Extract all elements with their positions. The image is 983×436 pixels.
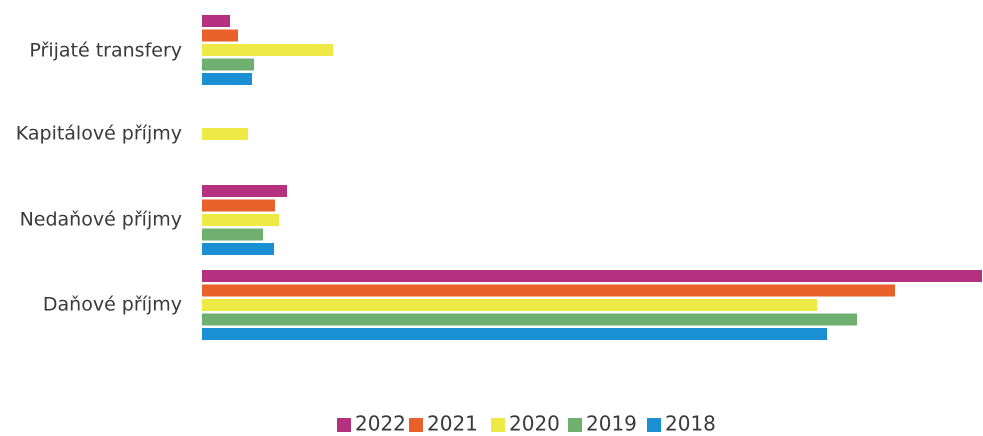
bar-nedanove-prijmy-2020 (202, 214, 279, 226)
bar-danove-prijmy-2021 (202, 284, 895, 297)
bars-group (202, 15, 982, 340)
bar-nedanove-prijmy-2022 (202, 185, 287, 197)
legend-label-2018: 2018 (665, 412, 716, 436)
bar-nedanove-prijmy-2019 (202, 228, 263, 241)
bar-danove-prijmy-2020 (202, 299, 817, 311)
bar-prijate-transfery-2022 (202, 15, 230, 27)
legend-label-2019: 2019 (586, 412, 637, 436)
legend-swatch-2020 (491, 418, 505, 432)
category-label-prijate-transfery: Přijaté transfery (29, 40, 182, 62)
legend-label-2022: 2022 (355, 412, 406, 436)
legend-swatch-2019 (568, 418, 582, 432)
legend-swatch-2022 (337, 418, 351, 432)
legend-swatch-2018 (647, 418, 661, 432)
category-label-danove-prijmy: Daňové příjmy (43, 294, 182, 316)
bar-danove-prijmy-2018 (202, 328, 827, 340)
bar-prijate-transfery-2020 (202, 44, 333, 56)
category-labels: Přijaté transfery Kapitálové příjmy Nedaňo… (16, 40, 182, 316)
category-label-nedanove-prijmy: Nedaňové příjmy (20, 209, 182, 231)
legend-label-2020: 2020 (509, 412, 560, 436)
bar-prijate-transfery-2019 (202, 58, 254, 71)
bar-prijate-transfery-2018 (202, 73, 252, 85)
legend: 2022 2021 2020 2019 2018 (337, 412, 716, 436)
legend-swatch-2021 (409, 418, 423, 432)
legend-label-2021: 2021 (427, 412, 478, 436)
bar-nedanove-prijmy-2018 (202, 243, 274, 255)
bar-kapitalove-prijmy-2020 (202, 128, 248, 140)
bar-danove-prijmy-2022 (202, 270, 982, 282)
category-label-kapitalove-prijmy: Kapitálové příjmy (16, 123, 182, 145)
bar-prijate-transfery-2021 (202, 29, 238, 42)
bar-nedanove-prijmy-2021 (202, 199, 275, 212)
bar-danove-prijmy-2019 (202, 313, 857, 326)
